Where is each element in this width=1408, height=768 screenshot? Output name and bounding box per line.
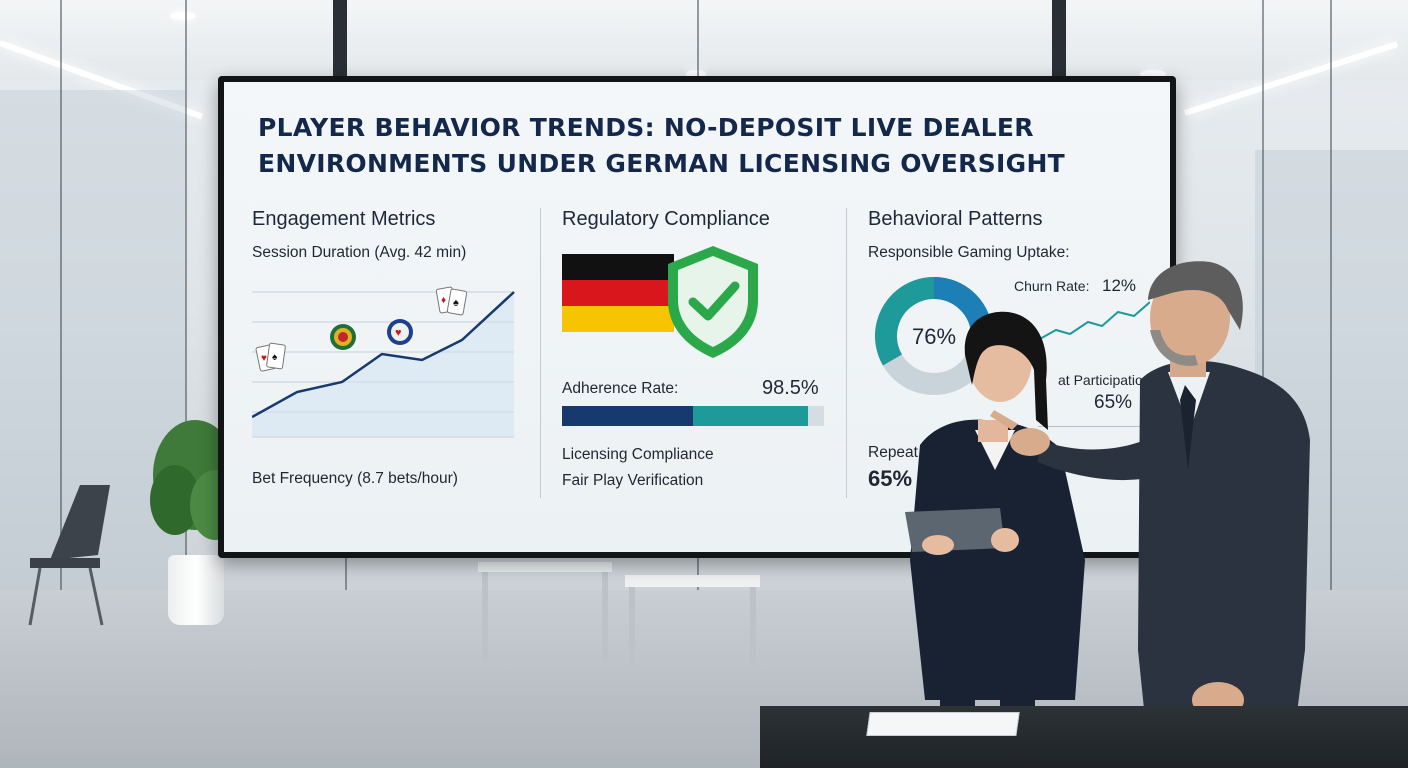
repeat-participation-partial-label: at Participation bbox=[1058, 372, 1151, 388]
ceiling-light bbox=[1140, 70, 1166, 78]
section-rule bbox=[1038, 426, 1156, 427]
behavior-heading: Behavioral Patterns bbox=[868, 208, 1043, 230]
column-divider bbox=[846, 208, 847, 498]
glass-wall-frame bbox=[60, 0, 62, 768]
repeat-participation-value: 65% bbox=[1094, 392, 1133, 413]
fair-play-label: Fair Play Verification bbox=[562, 472, 704, 489]
woman-presenter bbox=[905, 311, 1085, 768]
churn-sparkline bbox=[1038, 301, 1150, 341]
poker-chip-icon: ♥ bbox=[387, 319, 413, 345]
flag-stripe-gold bbox=[562, 306, 674, 332]
flag-stripe-black bbox=[562, 254, 674, 280]
monitor-mount-pole bbox=[333, 0, 347, 80]
presentation-title: PLAYER BEHAVIOR TRENDS: NO-DEPOSIT LIVE … bbox=[258, 110, 1158, 182]
adherence-bar bbox=[562, 406, 824, 426]
background-table bbox=[625, 575, 760, 665]
svg-text:♥: ♥ bbox=[261, 353, 267, 364]
adherence-label: Adherence Rate: bbox=[562, 380, 679, 397]
office-chair bbox=[28, 485, 110, 626]
ceiling bbox=[0, 0, 1408, 80]
title-line-1: PLAYER BEHAVIOR TRENDS: NO-DEPOSIT LIVE … bbox=[258, 113, 1034, 142]
glass-wall-frame bbox=[1330, 0, 1332, 768]
svg-text:♥: ♥ bbox=[395, 327, 402, 339]
flag-stripe-red bbox=[562, 280, 674, 306]
ceiling-light bbox=[686, 70, 706, 78]
donut-value: 76% bbox=[912, 324, 956, 349]
repeat-value: 65% bbox=[868, 466, 913, 491]
adherence-value: 98.5% bbox=[762, 377, 819, 399]
monitor-mount-pole bbox=[1052, 0, 1066, 80]
german-flag-icon bbox=[562, 254, 674, 332]
poker-chip-icon bbox=[330, 324, 356, 350]
man-presenter bbox=[990, 261, 1310, 768]
svg-text:♠: ♠ bbox=[272, 352, 278, 363]
engagement-line-chart: ♥ ♠ ♥ ♦ ♠ bbox=[252, 286, 515, 438]
responsible-gaming-label: Responsible Gaming Uptake: bbox=[868, 244, 1070, 261]
session-duration-label: Session Duration (Avg. 42 min) bbox=[252, 244, 467, 261]
potted-plant bbox=[150, 420, 240, 540]
churn-rate-value: 12% bbox=[1102, 276, 1137, 295]
ceiling-light bbox=[170, 12, 196, 20]
glass-wall-frame bbox=[185, 0, 187, 768]
background-table bbox=[478, 562, 612, 662]
svg-text:♠: ♠ bbox=[453, 297, 459, 309]
repeat-partial-label: Repeat P bbox=[868, 444, 933, 461]
adherence-bar-segment-teal bbox=[693, 406, 808, 426]
column-divider bbox=[540, 208, 541, 498]
svg-text:♦: ♦ bbox=[441, 295, 446, 306]
plant-pot bbox=[168, 555, 224, 625]
shield-check-icon bbox=[668, 246, 758, 358]
chart-line bbox=[252, 291, 515, 419]
engagement-heading: Engagement Metrics bbox=[252, 208, 436, 230]
desk bbox=[760, 706, 1408, 768]
desk-document bbox=[866, 712, 1020, 736]
churn-rate-label: Churn Rate: bbox=[1014, 278, 1090, 294]
compliance-heading: Regulatory Compliance bbox=[562, 208, 770, 230]
title-line-2: ENVIRONMENTS UNDER GERMAN LICENSING OVER… bbox=[258, 149, 1066, 178]
playing-cards-icon: ♥ ♠ bbox=[255, 342, 286, 372]
licensing-compliance-label: Licensing Compliance bbox=[562, 446, 714, 463]
adherence-bar-segment-navy bbox=[562, 406, 693, 426]
playing-cards-icon: ♦ ♠ bbox=[435, 286, 468, 316]
bet-frequency-label: Bet Frequency (8.7 bets/hour) bbox=[252, 470, 458, 487]
chart-area bbox=[252, 292, 514, 437]
